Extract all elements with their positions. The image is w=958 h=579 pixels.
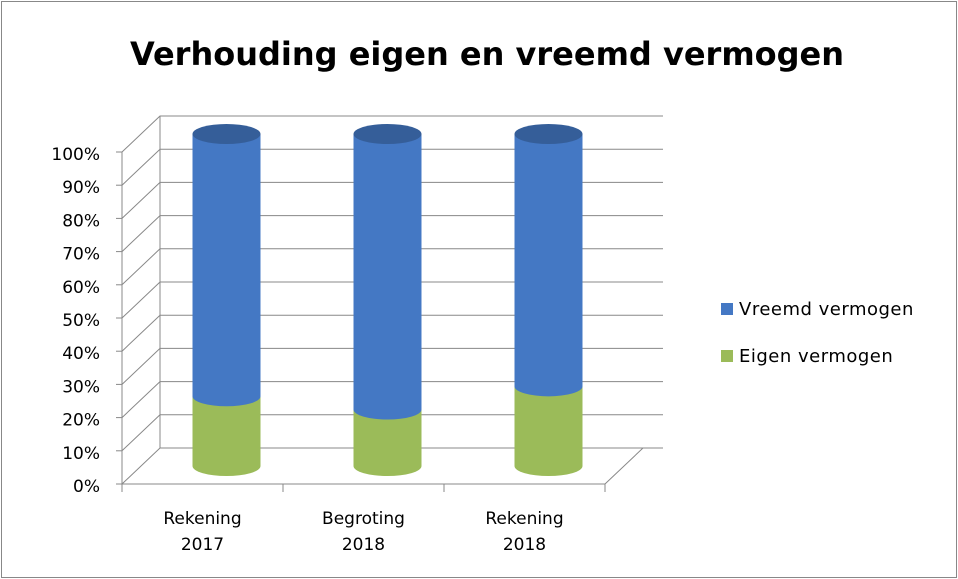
cylinder-top [192, 124, 261, 144]
cylinder-body [514, 134, 583, 387]
x-tick-label: Rekening 2018 [485, 509, 564, 555]
grid-line [121, 447, 663, 485]
y-tick-label: 70% [62, 245, 100, 265]
grid-line [121, 148, 663, 186]
cylinder-body [192, 396, 261, 466]
y-tick-label: 50% [62, 311, 100, 331]
x-tick-label: Begroting 2018 [322, 509, 405, 555]
cylinder-body [192, 134, 261, 397]
grid-line [121, 215, 663, 252]
y-tick-label: 20% [62, 411, 100, 431]
grid-line [121, 314, 663, 352]
legend-swatch [721, 350, 733, 362]
grid-line [121, 115, 663, 153]
grid-line [121, 381, 663, 418]
legend-label: Vreemd vermogen [739, 299, 914, 320]
cylinder-body [353, 134, 422, 410]
cylinder-top [353, 124, 422, 144]
cylinder-body [514, 386, 583, 466]
legend-label: Eigen vermogen [739, 346, 893, 367]
grid-line [121, 414, 663, 452]
y-tick-label: 40% [62, 344, 100, 364]
y-tick-label: 0% [73, 477, 100, 497]
y-tick-label: 30% [62, 377, 100, 397]
chart-title: Verhouding eigen en vreemd vermogen [130, 35, 844, 73]
y-tick-label: 60% [62, 278, 100, 298]
y-tick-label: 80% [62, 211, 100, 231]
grid-line [121, 281, 663, 319]
y-tick-label: 90% [62, 178, 100, 198]
grid-line [121, 347, 663, 385]
x-tick-label: Rekening 2017 [163, 509, 242, 555]
grid-line [121, 181, 663, 219]
legend-swatch [721, 303, 733, 315]
y-tick-label: 10% [62, 444, 100, 464]
grid-line [121, 248, 663, 286]
cylinder-top [514, 124, 583, 144]
y-tick-label: 100% [51, 145, 100, 165]
